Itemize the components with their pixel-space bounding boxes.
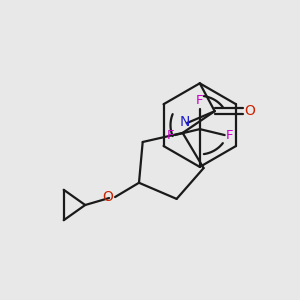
Text: F: F <box>196 94 203 107</box>
Text: F: F <box>167 129 174 142</box>
Text: O: O <box>244 104 255 118</box>
Text: F: F <box>226 129 233 142</box>
Text: O: O <box>102 190 113 204</box>
Text: N: N <box>179 115 190 129</box>
